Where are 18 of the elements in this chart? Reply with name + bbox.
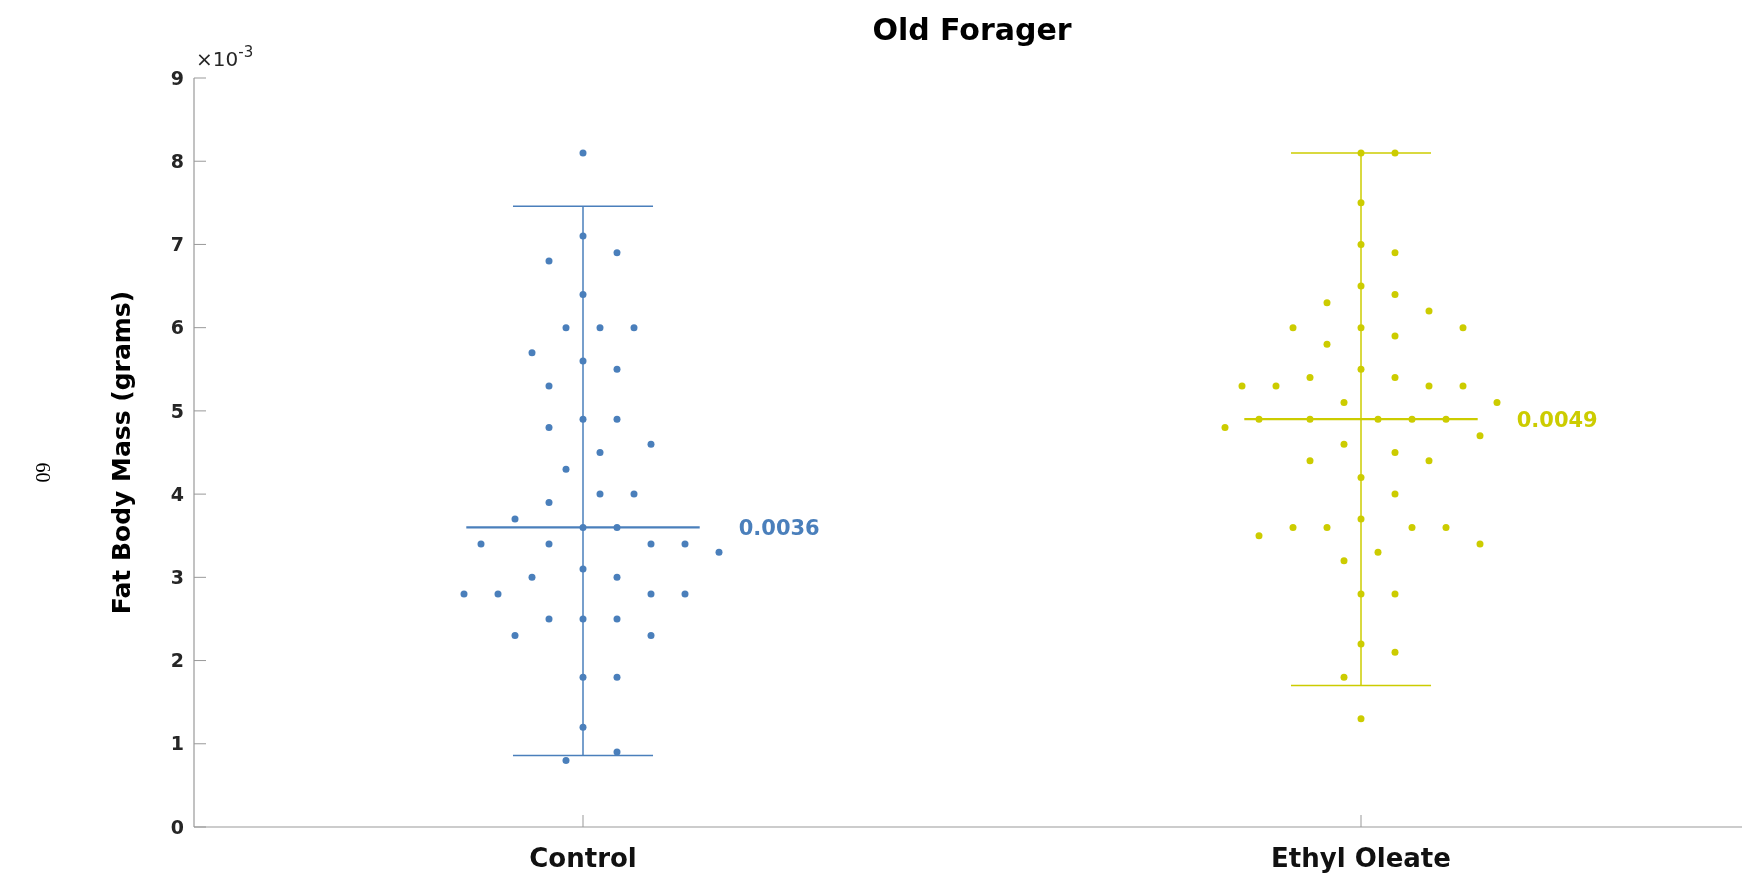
text: 60 (32, 462, 54, 483)
y-tick-label: 0 (170, 815, 184, 838)
annotation: 0.0049 (1516, 407, 1598, 432)
y-tick-label: 1 (170, 732, 184, 755)
y-tick-label: 7 (170, 233, 184, 256)
x-tick-label: Control (529, 843, 637, 873)
y-tick-label: 4 (170, 482, 184, 505)
y-tick-label: 5 (170, 399, 184, 422)
x-tick-label: Ethyl Oleate (1271, 843, 1451, 873)
annotation: 0.0036 (738, 515, 820, 540)
y-tick-label: 3 (170, 565, 184, 588)
y-tick-label: 6 (170, 316, 184, 339)
y-axis-title: Fat Body Mass (grams) (107, 290, 136, 615)
y-tick-label: 9 (170, 66, 184, 89)
y-tick-label: 2 (170, 649, 184, 672)
text: ×10$^{-3}$ (196, 43, 254, 71)
chart-title: Old Forager (872, 12, 1072, 47)
y-tick-label: 8 (170, 149, 184, 172)
